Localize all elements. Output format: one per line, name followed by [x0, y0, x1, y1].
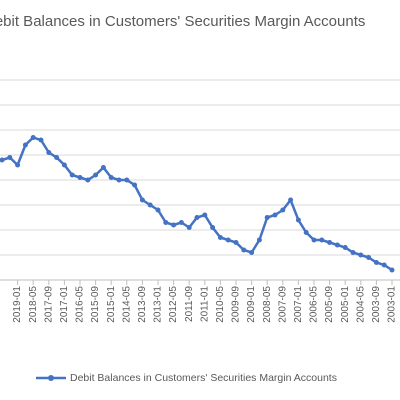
data-point: [15, 162, 21, 168]
data-point: [171, 222, 177, 228]
data-point: [69, 172, 75, 178]
data-point: [77, 175, 83, 180]
x-tick-label: 2013-09: [137, 286, 148, 323]
data-point: [217, 235, 223, 240]
x-tick-label: 2005-09: [324, 286, 335, 323]
data-point: [256, 237, 262, 243]
data-point: [7, 155, 13, 160]
data-point: [108, 175, 114, 180]
x-tick-label: 2012-05: [168, 286, 179, 323]
data-point: [85, 177, 91, 183]
data-point: [280, 207, 286, 213]
x-tick-label: 2015-09: [90, 286, 101, 323]
data-point: [210, 225, 216, 230]
x-tick-label: 2006-05: [309, 286, 320, 323]
x-tick-label: 2007-09: [277, 286, 288, 323]
data-point: [358, 252, 364, 258]
data-point: [225, 237, 231, 243]
data-point: [389, 267, 395, 273]
x-tick-label: 2015-01: [106, 286, 117, 323]
x-tick-label: 2007-01: [293, 286, 304, 323]
x-tick-label: 2011-01: [199, 286, 210, 322]
data-point: [381, 262, 387, 268]
data-point: [311, 237, 317, 243]
chart-title: Debit Balances in Customers' Securities …: [0, 13, 365, 30]
data-point: [155, 207, 161, 213]
x-tick-label: 2005-01: [340, 286, 351, 323]
data-point: [303, 230, 309, 235]
x-tick-label: 2009-01: [246, 286, 257, 323]
data-point: [186, 225, 192, 230]
data-point: [233, 240, 239, 245]
data-point: [22, 142, 28, 148]
data-point: [116, 177, 122, 183]
x-tick-label: 2016-05: [75, 286, 86, 323]
data-point: [264, 215, 270, 220]
data-point: [93, 172, 99, 178]
data-point: [0, 157, 5, 163]
data-point: [272, 212, 278, 218]
data-point: [54, 155, 60, 160]
data-point: [319, 237, 325, 243]
data-point: [61, 162, 67, 168]
data-point: [202, 212, 208, 218]
x-tick-label: 2017-01: [59, 286, 70, 323]
data-point: [100, 165, 106, 170]
data-point: [147, 202, 153, 208]
data-point: [366, 255, 372, 260]
x-tick-label: 2017-09: [43, 286, 54, 323]
data-point: [194, 215, 200, 220]
data-point: [334, 242, 340, 248]
data-point: [30, 135, 36, 140]
data-point: [163, 220, 169, 225]
data-point: [178, 220, 184, 225]
data-point: [295, 217, 301, 223]
data-point: [373, 260, 379, 265]
data-point: [342, 245, 348, 250]
x-tick-label: 2010-05: [215, 286, 226, 323]
x-tick-label: 2008-05: [262, 286, 273, 323]
data-point: [288, 197, 294, 203]
x-tick-label: 2009-09: [231, 286, 242, 323]
x-tick-label: 2013-01: [153, 286, 164, 323]
data-point: [38, 137, 44, 143]
data-point: [327, 240, 333, 245]
data-point: [132, 182, 138, 188]
x-tick-label: 2003-01: [387, 286, 398, 323]
x-tick-label: 2003-09: [371, 286, 382, 323]
data-point: [46, 150, 52, 155]
data-point: [350, 250, 356, 255]
x-tick-label: 2011-09: [184, 286, 195, 322]
data-point: [249, 250, 255, 255]
legend-label: Debit Balances in Customers' Securities …: [70, 372, 337, 384]
data-point: [124, 177, 130, 183]
legend-marker: [48, 375, 54, 381]
x-tick-label: 2004-05: [355, 286, 366, 323]
data-point: [139, 197, 145, 203]
x-tick-label: 2014-05: [121, 286, 132, 323]
x-tick-label: 2018-05: [28, 286, 39, 323]
x-tick-label: 2019-01: [12, 286, 23, 323]
data-point: [241, 247, 247, 253]
